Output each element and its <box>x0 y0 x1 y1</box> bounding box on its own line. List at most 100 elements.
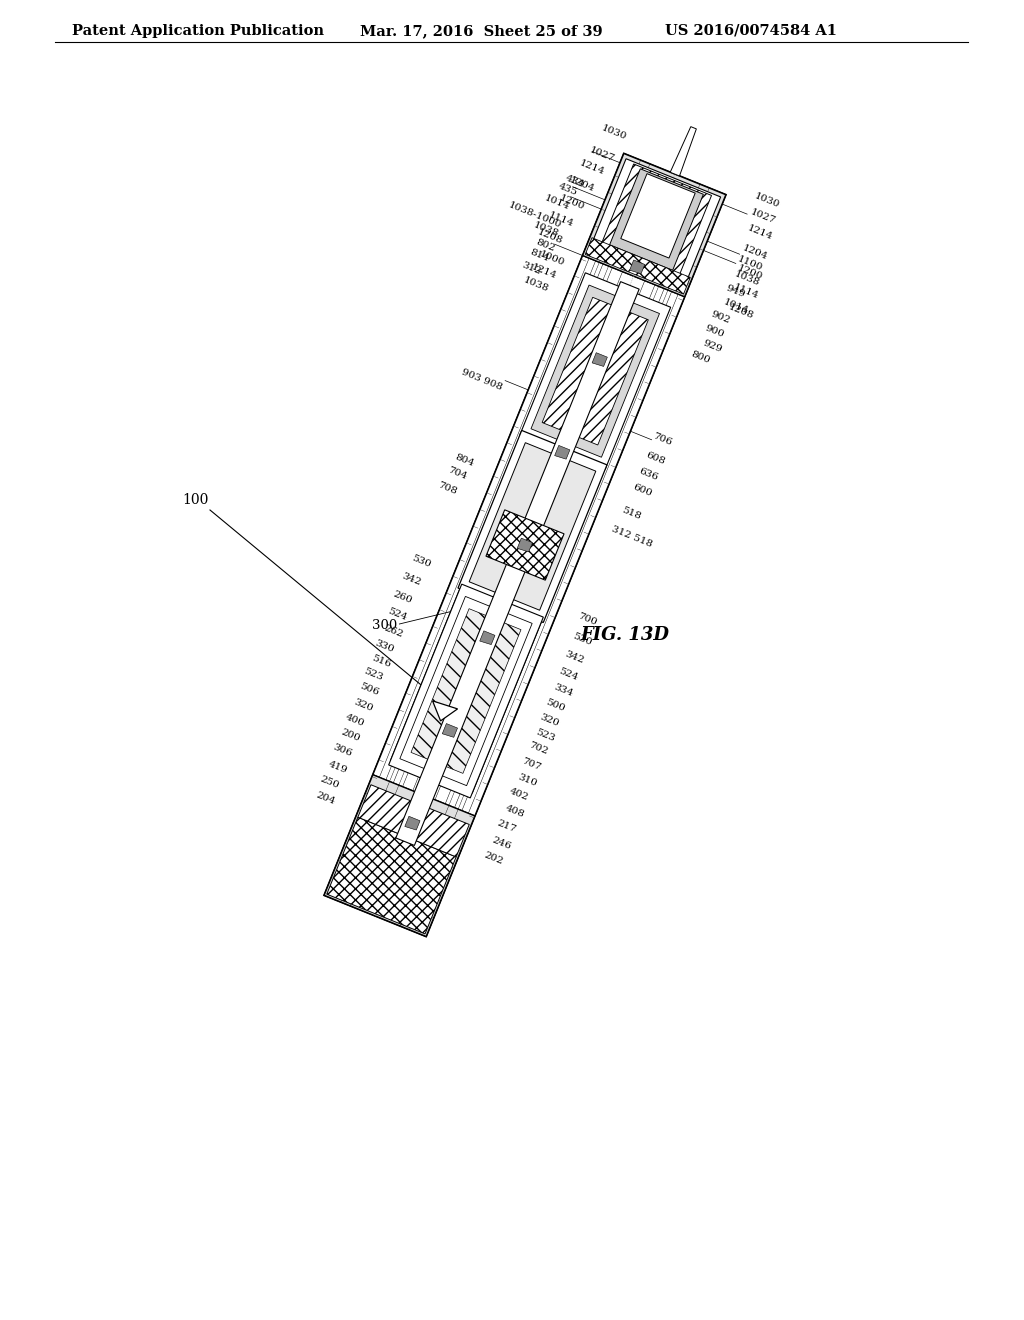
Text: 408: 408 <box>504 804 525 820</box>
Text: 608: 608 <box>644 450 666 466</box>
Text: 700: 700 <box>577 612 599 628</box>
Text: 1114: 1114 <box>547 210 574 228</box>
Polygon shape <box>469 442 596 610</box>
Text: FIG. 13D: FIG. 13D <box>581 626 670 644</box>
Text: 706: 706 <box>651 432 674 447</box>
Polygon shape <box>458 430 607 623</box>
Text: 400: 400 <box>344 713 366 729</box>
Polygon shape <box>583 153 726 297</box>
Text: 320: 320 <box>539 713 560 729</box>
Text: 523: 523 <box>362 667 384 682</box>
Polygon shape <box>411 609 521 774</box>
Text: 1030: 1030 <box>600 124 628 143</box>
Text: 516: 516 <box>370 653 391 669</box>
Text: 523: 523 <box>535 727 556 743</box>
Polygon shape <box>520 273 671 470</box>
Text: 250: 250 <box>318 775 341 791</box>
Polygon shape <box>588 158 721 290</box>
Text: 434: 434 <box>564 173 586 189</box>
Text: 804: 804 <box>454 453 475 469</box>
Text: 204: 204 <box>314 791 336 807</box>
Text: Mar. 17, 2016  Sheet 25 of 39: Mar. 17, 2016 Sheet 25 of 39 <box>360 24 603 38</box>
Polygon shape <box>517 539 532 552</box>
Text: 900: 900 <box>705 323 726 339</box>
Polygon shape <box>479 631 495 644</box>
Polygon shape <box>621 174 695 257</box>
Text: 1200: 1200 <box>736 263 765 281</box>
Text: 1114: 1114 <box>732 282 760 301</box>
Text: 300: 300 <box>372 619 397 632</box>
Text: 707: 707 <box>520 756 543 772</box>
Text: 1208: 1208 <box>727 302 755 321</box>
Polygon shape <box>486 510 564 581</box>
Text: 500: 500 <box>544 698 566 714</box>
Text: 1214: 1214 <box>579 158 606 177</box>
Polygon shape <box>442 723 458 738</box>
Text: 1027: 1027 <box>588 147 615 164</box>
Polygon shape <box>325 153 726 936</box>
Text: 708: 708 <box>436 480 459 496</box>
Text: 903 908: 903 908 <box>460 367 503 392</box>
Text: 1214: 1214 <box>745 224 774 242</box>
Text: 704: 704 <box>445 466 468 482</box>
Text: 636: 636 <box>638 466 659 482</box>
Polygon shape <box>399 597 532 785</box>
Text: 524: 524 <box>557 667 579 682</box>
Text: 1204: 1204 <box>741 244 769 261</box>
Polygon shape <box>598 164 712 282</box>
Polygon shape <box>357 785 469 857</box>
Text: 1208: 1208 <box>537 227 564 246</box>
Text: 202: 202 <box>482 850 505 866</box>
Text: 1038: 1038 <box>522 276 550 294</box>
Text: 530: 530 <box>571 631 593 647</box>
Polygon shape <box>404 816 420 830</box>
Text: 246: 246 <box>490 836 513 851</box>
Text: 100: 100 <box>182 492 208 507</box>
Text: 524: 524 <box>387 606 409 622</box>
Polygon shape <box>670 127 696 176</box>
Polygon shape <box>531 285 659 457</box>
Polygon shape <box>586 238 690 294</box>
Text: 518: 518 <box>620 506 642 521</box>
Text: 902: 902 <box>710 310 731 326</box>
Text: 800: 800 <box>689 350 711 366</box>
Polygon shape <box>609 169 703 271</box>
Text: 1038: 1038 <box>733 269 761 288</box>
Text: 320: 320 <box>352 697 374 713</box>
Polygon shape <box>592 352 607 367</box>
Text: 1014: 1014 <box>543 193 570 211</box>
Polygon shape <box>630 260 645 273</box>
Polygon shape <box>396 281 639 845</box>
Text: 1214: 1214 <box>529 263 558 281</box>
Text: 402: 402 <box>508 787 530 803</box>
Polygon shape <box>327 817 456 933</box>
Text: 530: 530 <box>411 553 432 569</box>
Text: 814: 814 <box>528 248 550 263</box>
Text: 1000: 1000 <box>538 249 566 268</box>
Text: 342: 342 <box>401 572 423 587</box>
Text: 1038: 1038 <box>531 220 559 239</box>
Text: 200: 200 <box>340 727 361 743</box>
Text: 419: 419 <box>327 759 349 775</box>
Text: 217: 217 <box>496 818 517 834</box>
Text: 949: 949 <box>725 284 746 300</box>
Text: 262: 262 <box>382 623 404 639</box>
Text: 435: 435 <box>557 181 580 197</box>
Text: 929: 929 <box>701 339 723 355</box>
Text: 1100: 1100 <box>736 255 764 273</box>
Text: 802: 802 <box>535 238 557 253</box>
Polygon shape <box>390 279 667 793</box>
Text: 306: 306 <box>332 743 353 759</box>
Text: US 2016/0074584 A1: US 2016/0074584 A1 <box>665 24 837 38</box>
Text: 600: 600 <box>631 483 653 499</box>
Text: Patent Application Publication: Patent Application Publication <box>72 24 324 38</box>
Polygon shape <box>389 585 544 797</box>
Text: 330: 330 <box>374 638 396 653</box>
Text: 1027: 1027 <box>750 209 777 226</box>
Text: 334: 334 <box>552 682 574 698</box>
Text: 312: 312 <box>520 260 542 276</box>
Text: 1200: 1200 <box>558 193 586 211</box>
Text: 1204: 1204 <box>568 176 596 194</box>
Polygon shape <box>325 775 475 936</box>
Polygon shape <box>373 256 685 816</box>
